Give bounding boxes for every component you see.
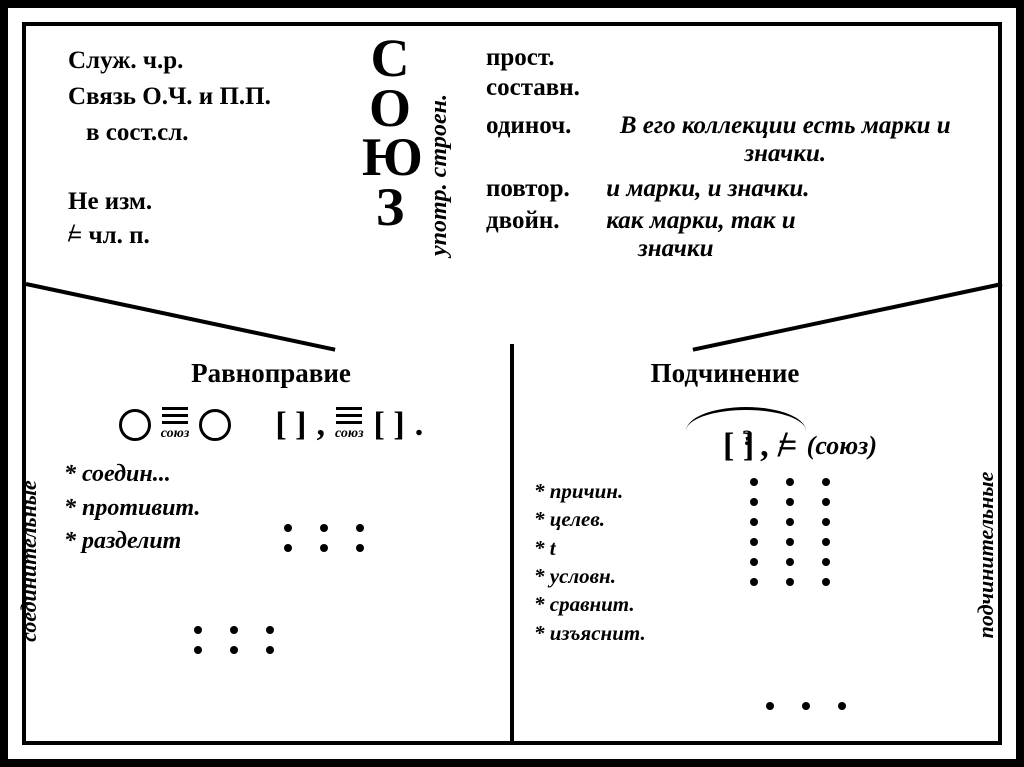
dot-icon [822, 558, 830, 566]
bracket-icon: [ ] [275, 408, 306, 442]
dot-icon [266, 646, 274, 654]
dot-icon [766, 702, 774, 710]
outer-frame: Служ. ч.р. Связь О.Ч. и П.П. в сост.сл. … [0, 0, 1024, 767]
dot-icon [320, 524, 328, 532]
circle-icon [199, 409, 231, 441]
right-schema: ? [ ] , (союз) [518, 407, 992, 477]
list-item: * изъяснит. [534, 619, 992, 647]
dot-icon [822, 538, 830, 546]
dot-icon [786, 538, 794, 546]
list-item: * соедин... [64, 458, 506, 492]
neq-icon [775, 427, 801, 465]
tr-r5-example2: значки [638, 235, 978, 263]
dots-grid [284, 524, 364, 552]
list-item: * противит. [64, 492, 506, 526]
sub-label: союз [335, 426, 364, 442]
tr-r5-label: двойн. [486, 207, 600, 235]
top-right-block: прост. составн. одиноч. В его коллекции … [486, 44, 978, 263]
dot-icon [786, 498, 794, 506]
right-panel: подчинительные Подчинение ? [ ] , (союз)… [518, 358, 992, 733]
envelope-right-line [692, 282, 1002, 352]
dot-icon [750, 498, 758, 506]
tr-r3-label: одиноч. [486, 112, 600, 140]
dots-grid [194, 626, 274, 654]
dot-icon [230, 646, 238, 654]
top-left-block: Служ. ч.р. Связь О.Ч. и П.П. в сост.сл. … [68, 44, 271, 253]
tr-r3-example: В его коллекции есть марки и значки. [610, 112, 960, 167]
paren-label: (союз) [807, 431, 877, 461]
tr-r5-example: как марки, так и [606, 207, 956, 235]
dot-icon [786, 558, 794, 566]
tl-line5-text: чл. п. [82, 222, 150, 249]
list-item: * сравнит. [534, 590, 992, 618]
dots-grid [750, 478, 830, 586]
comma: , [760, 429, 769, 463]
left-title: Равноправие [36, 358, 506, 389]
bracket-icon: [ ] [374, 408, 405, 442]
tl-line5: чл. п. [68, 219, 271, 253]
question-mark: ? [742, 425, 753, 451]
right-side-label: подчинительные [973, 445, 999, 665]
dot-icon [750, 478, 758, 486]
left-schema: союз [ ] , союз [ ] . [36, 407, 506, 442]
tr-r2: составн. [486, 74, 600, 102]
tl-line1: Служ. ч.р. [68, 44, 271, 78]
sub-label: союз [161, 426, 190, 442]
dot-icon [822, 478, 830, 486]
inner-frame: Служ. ч.р. Связь О.Ч. и П.П. в сост.сл. … [22, 22, 1002, 745]
dot-icon [320, 544, 328, 552]
tl-line4: Не изм. [68, 185, 271, 219]
dot-icon [194, 646, 202, 654]
right-title: Подчинение [518, 358, 992, 389]
dot-icon [786, 478, 794, 486]
side-vertical-label: употр. строен. [426, 94, 453, 256]
bottom-vertical-divider [510, 344, 514, 741]
dot-icon [230, 626, 238, 634]
dot-icon [802, 702, 810, 710]
triple-line-icon [162, 407, 188, 424]
eq-sub: союз [335, 407, 364, 442]
period: . [415, 408, 424, 442]
dots-grid [766, 702, 846, 710]
eq-sub: союз [161, 407, 190, 442]
dot-icon [838, 702, 846, 710]
dot-icon [750, 578, 758, 586]
dot-icon [284, 544, 292, 552]
dot-icon [750, 538, 758, 546]
left-panel: соединительные Равноправие союз [ ] , со… [36, 358, 506, 733]
dot-icon [194, 626, 202, 634]
dot-icon [284, 524, 292, 532]
dot-icon [822, 498, 830, 506]
dot-icon [822, 518, 830, 526]
dot-icon [786, 578, 794, 586]
tr-r1: прост. [486, 44, 600, 72]
neq-icon [68, 219, 82, 253]
dot-icon [750, 518, 758, 526]
dot-icon [786, 518, 794, 526]
triple-line-icon [336, 407, 362, 424]
left-side-label: соединительные [16, 480, 42, 642]
comma: , [317, 408, 326, 442]
center-vertical-title: СОЮЗ [362, 34, 418, 233]
dot-icon [356, 544, 364, 552]
tl-line3: в сост.сл. [68, 116, 271, 150]
dot-icon [356, 524, 364, 532]
dot-icon [750, 558, 758, 566]
dot-icon [822, 578, 830, 586]
tl-line2: Связь О.Ч. и П.П. [68, 80, 271, 114]
circle-icon [119, 409, 151, 441]
tr-r4-example: и марки, и значки. [606, 175, 956, 203]
tr-r4-label: повтор. [486, 175, 600, 203]
dot-icon [266, 626, 274, 634]
envelope-left-line [26, 282, 336, 352]
